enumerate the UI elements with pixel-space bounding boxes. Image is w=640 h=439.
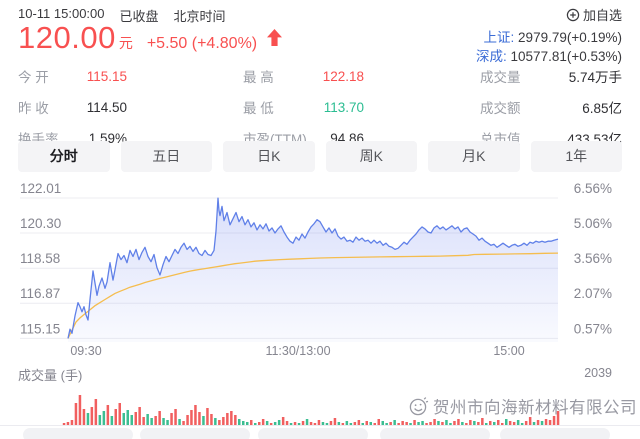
price-unit: 元 xyxy=(118,35,133,51)
watermark: 贺州市向海新材料有限公司 xyxy=(408,394,637,418)
svg-text:5.06%: 5.06% xyxy=(574,216,612,231)
svg-text:122.01: 122.01 xyxy=(20,181,61,196)
time-axis-label: 15:00 xyxy=(493,344,525,358)
stat-low: 最 低 113.70 xyxy=(243,99,364,117)
volume-max-value: 2039 xyxy=(584,366,612,380)
up-arrow-icon xyxy=(267,29,283,51)
stat-high: 最 高 122.18 xyxy=(243,68,364,86)
index-label: 上证: xyxy=(483,30,515,45)
index-label: 深成: xyxy=(476,49,507,64)
tab-1year[interactable]: 1年 xyxy=(530,141,622,172)
stat-turnover-amount: 成交额 6.85亿 xyxy=(480,101,622,116)
quote-datetime: 10-11 15:00:00 xyxy=(18,6,105,21)
bottom-placeholder xyxy=(23,428,133,439)
bottom-placeholder xyxy=(500,428,610,439)
stat-prev-close: 昨 收 114.50 xyxy=(18,99,127,117)
bottom-placeholder xyxy=(140,428,250,439)
svg-text:3.56%: 3.56% xyxy=(574,251,612,266)
add-watchlist-button[interactable]: 加自选 xyxy=(566,5,622,24)
tab-daily-k[interactable]: 日K xyxy=(223,141,315,172)
price-change: +5.50 (+4.80%) xyxy=(146,35,258,52)
svg-text:116.87: 116.87 xyxy=(20,286,60,301)
bottom-placeholder xyxy=(258,428,368,439)
current-price: 120.00 xyxy=(18,20,116,55)
watermark-text: 贺州市向海新材料有限公司 xyxy=(433,399,637,417)
watermark-doodle-icon xyxy=(408,396,429,417)
stat-open: 今 开 115.15 xyxy=(18,68,127,86)
tab-intraday[interactable]: 分时 xyxy=(18,141,110,172)
svg-text:115.15: 115.15 xyxy=(20,321,60,336)
volume-axis-title: 成交量 (手) xyxy=(18,368,83,383)
svg-text:6.56%: 6.56% xyxy=(574,181,612,196)
market-status: 已收盘 xyxy=(119,9,159,24)
svg-text:2.07%: 2.07% xyxy=(574,286,612,301)
period-tabs: 分时 五日 日K 周K 月K 1年 xyxy=(18,141,622,172)
index-quote-shanghai[interactable]: 上证: 2979.79(+0.19%) xyxy=(484,26,622,46)
svg-text:120.30: 120.30 xyxy=(20,216,61,231)
tab-5day[interactable]: 五日 xyxy=(120,141,212,172)
time-axis-label: 09:30 xyxy=(70,344,102,358)
timezone-label: 北京时间 xyxy=(173,9,226,24)
index-quote-shenzhen[interactable]: 深成: 10577.81(+0.53%) xyxy=(476,45,622,65)
svg-text:0.57%: 0.57% xyxy=(574,321,612,336)
intraday-chart[interactable]: 122.01 6.56% 120.30 5.06% 118.58 3.56% 116.87 2… xyxy=(0,175,640,345)
svg-text:118.58: 118.58 xyxy=(20,251,60,266)
quote-stats-grid: 今 开 115.15 最 高 122.18 成交量 5.74万手 昨 收 114.50 … xyxy=(18,66,622,148)
time-axis: 09:30 11:30/13:00 15:00 xyxy=(0,344,640,360)
bottom-placeholder xyxy=(380,428,490,439)
quote-row: 120.00 元 +5.50 (+4.80%) xyxy=(18,20,283,56)
plus-circle-icon xyxy=(566,8,580,22)
header-bar: 10-11 15:00:00 已收盘 北京时间 xyxy=(18,6,226,25)
stat-volume: 成交量 5.74万手 xyxy=(480,70,622,85)
index-value: 10577.81(+0.53%) xyxy=(510,49,622,64)
tab-weekly-k[interactable]: 周K xyxy=(325,141,417,172)
tab-monthly-k[interactable]: 月K xyxy=(428,141,520,172)
volume-chart[interactable] xyxy=(0,388,640,428)
index-value: 2979.79(+0.19%) xyxy=(518,30,622,45)
add-watchlist-label: 加自选 xyxy=(582,8,622,23)
time-axis-label: 11:30/13:00 xyxy=(265,344,331,358)
